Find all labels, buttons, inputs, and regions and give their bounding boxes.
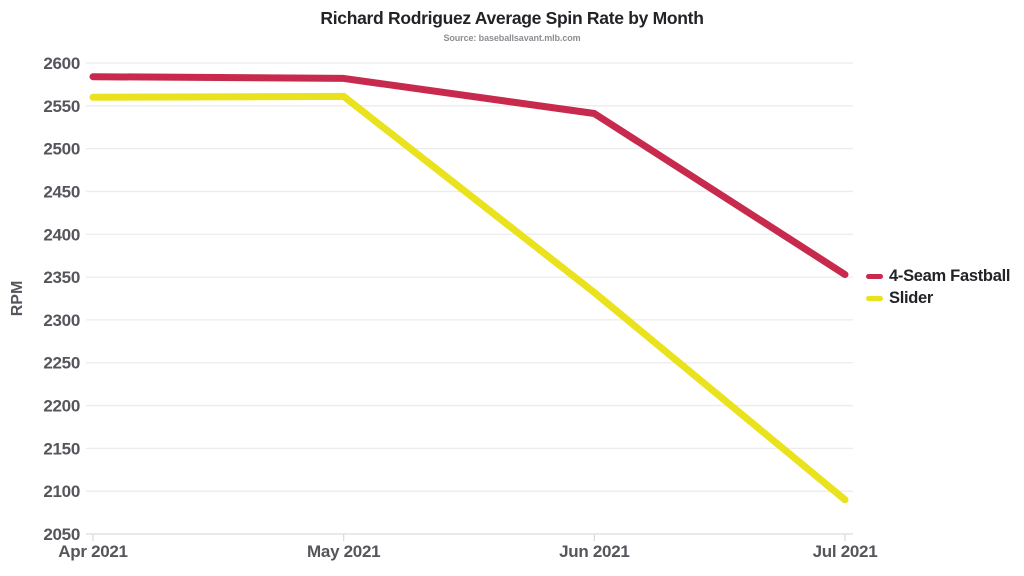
y-tick-label: 2500 — [43, 140, 80, 159]
y-tick-label: 2550 — [43, 97, 80, 116]
y-tick-label: 2150 — [43, 439, 80, 458]
y-tick-label: 2400 — [43, 225, 80, 244]
legend-item-slider: Slider — [866, 288, 1010, 308]
fastball-legend-label: 4-Seam Fastball — [889, 266, 1011, 285]
y-axis-label: RPM — [9, 281, 26, 317]
chart-subtitle: Source: baseballsavant.mlb.com — [443, 33, 581, 43]
x-tick-label: Jul 2021 — [813, 542, 878, 561]
y-tick-label: 2050 — [43, 525, 80, 544]
series-line-4-seam-fastball — [89, 73, 849, 279]
legend-item-4seam-fastball: 4-Seam Fastball — [866, 266, 1010, 286]
y-tick-label: 2250 — [43, 354, 80, 373]
chart-title: Richard Rodriguez Average Spin Rate by M… — [320, 8, 704, 28]
x-tick-label: Jun 2021 — [559, 542, 629, 561]
y-tick-label: 2350 — [43, 268, 80, 287]
y-tick-label: 2450 — [43, 182, 80, 201]
slider-legend-label: Slider — [889, 288, 934, 307]
series-line-slider — [89, 92, 849, 504]
slider-line-swatch-icon — [866, 295, 883, 301]
fastball-line-swatch-icon — [866, 273, 883, 279]
y-tick-label: 2200 — [43, 397, 80, 416]
x-tick-label: May 2021 — [307, 542, 380, 561]
y-tick-label: 2300 — [43, 311, 80, 330]
legend: 4-Seam Fastball Slider — [866, 266, 1010, 308]
y-tick-label: 2600 — [43, 54, 80, 73]
x-tick-label: Apr 2021 — [58, 542, 127, 561]
y-tick-label: 2100 — [43, 482, 80, 501]
